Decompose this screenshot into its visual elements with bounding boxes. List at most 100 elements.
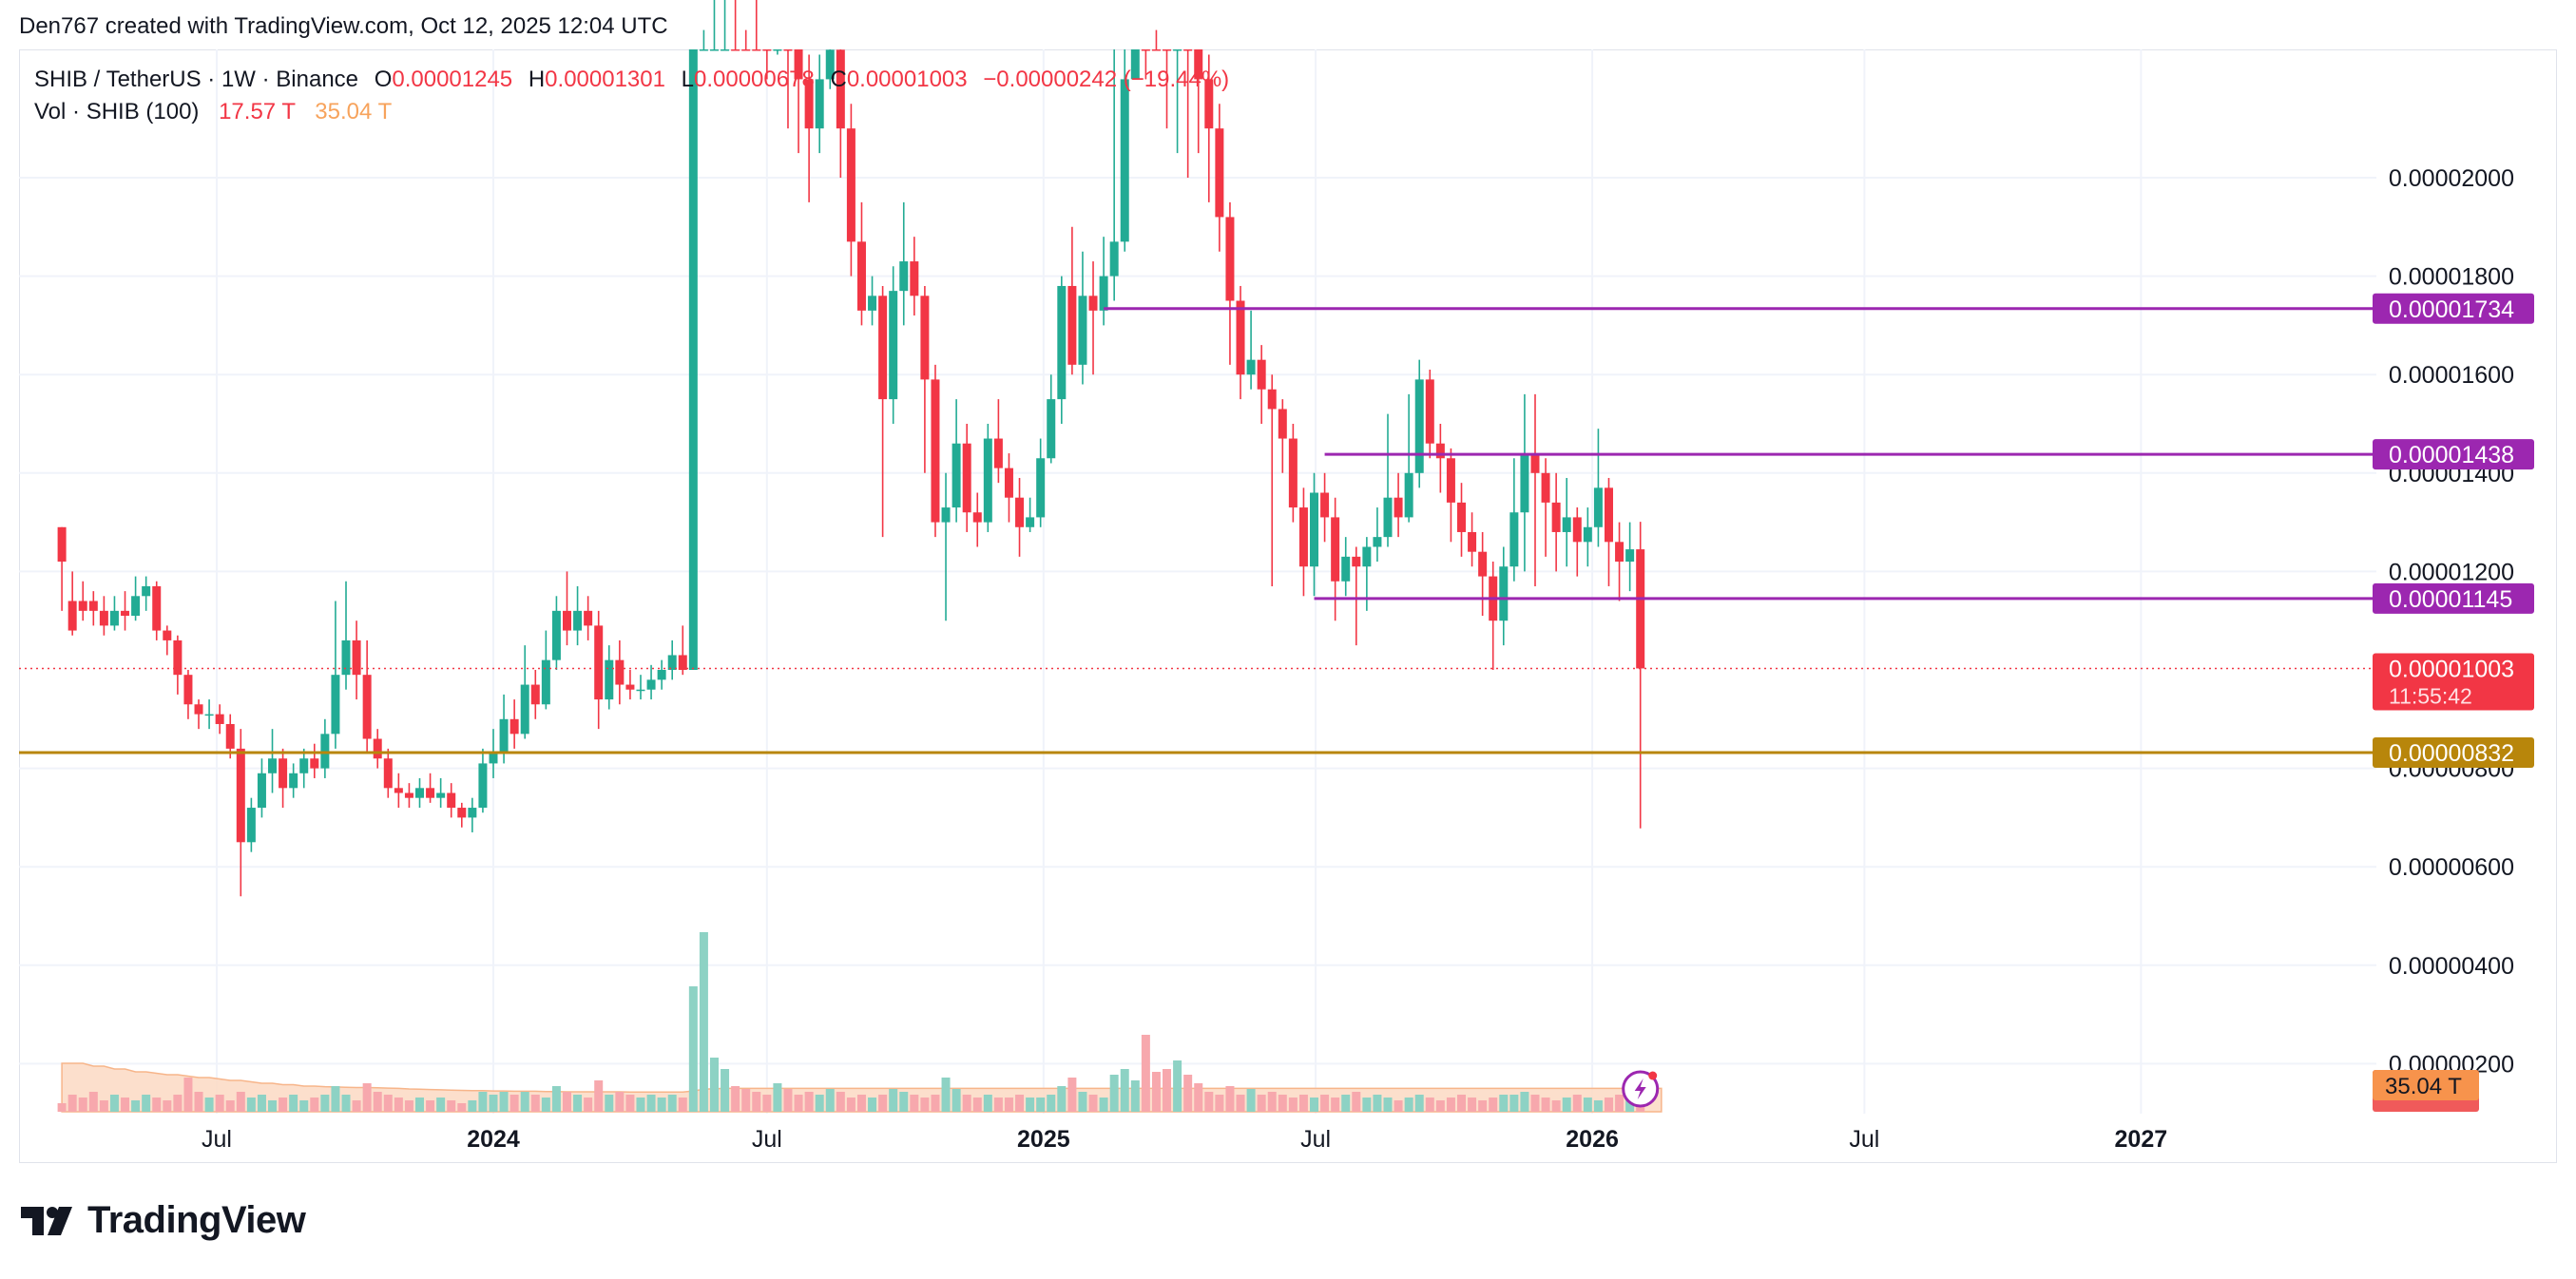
level-badge-bg <box>2373 293 2534 324</box>
volume-bar <box>320 1095 330 1112</box>
candle-body <box>1236 300 1245 375</box>
candle <box>667 640 677 680</box>
volume-bar <box>1246 1089 1256 1112</box>
candle <box>1489 562 1498 670</box>
candle <box>1615 522 1624 601</box>
candle-body <box>1414 379 1424 473</box>
candle <box>1425 370 1434 459</box>
volume-bar <box>478 1092 488 1112</box>
volume-bar <box>1404 1098 1413 1112</box>
candle-body <box>752 49 761 51</box>
candle-body <box>457 808 467 818</box>
candle-body <box>1425 379 1434 444</box>
volume-bar <box>1194 1083 1203 1112</box>
candle-body <box>615 659 625 685</box>
candle-body <box>268 758 278 773</box>
candle <box>721 0 730 51</box>
candle <box>478 748 488 813</box>
volume-bar <box>1225 1086 1235 1112</box>
volume-bar <box>1057 1086 1067 1112</box>
candle-body <box>279 758 288 789</box>
volume-bar <box>1278 1095 1287 1112</box>
candle <box>1530 393 1540 586</box>
candle <box>836 49 845 178</box>
candle <box>530 670 540 719</box>
candle <box>1109 49 1119 301</box>
candle <box>931 364 940 538</box>
high-key: H <box>528 67 546 92</box>
symbol-label[interactable]: SHIB / TetherUS · 1W · Binance <box>34 67 359 92</box>
candle <box>163 625 172 656</box>
volume-bar <box>562 1092 571 1112</box>
volume-bar <box>688 986 698 1112</box>
candle-body <box>1383 497 1393 538</box>
volume-bar <box>584 1098 593 1112</box>
candle-body <box>509 718 519 735</box>
candle-body <box>362 675 372 739</box>
candle <box>1183 49 1193 178</box>
volume-bar <box>952 1089 961 1112</box>
candle-body <box>1163 49 1172 51</box>
candle <box>541 630 550 710</box>
candle <box>878 285 888 538</box>
candle-body <box>836 49 845 129</box>
volume-bar <box>509 1095 519 1112</box>
candle-body <box>436 792 446 798</box>
volume-label[interactable]: Vol · SHIB (100) <box>34 99 200 124</box>
ohlc-legend: SHIB / TetherUS · 1W · Binance O0.000012… <box>34 67 1229 93</box>
candle-body <box>1583 526 1592 543</box>
volume-bar <box>99 1100 108 1112</box>
candle-body <box>383 758 393 789</box>
volume-bar <box>1562 1098 1571 1112</box>
volume-bar <box>1489 1098 1498 1112</box>
volume-bar <box>1468 1098 1477 1112</box>
candle <box>173 635 183 695</box>
chart-frame[interactable] <box>19 49 2557 1163</box>
candle <box>868 276 877 326</box>
volume-bar <box>1047 1095 1056 1112</box>
volume-value: 17.57 T <box>219 99 296 124</box>
candle-body <box>868 296 877 311</box>
volume-bar <box>573 1095 583 1112</box>
candle-body <box>57 526 67 563</box>
volume-bar <box>1520 1092 1529 1112</box>
candle <box>688 49 698 670</box>
volume-bar <box>499 1092 509 1112</box>
volume-bar <box>1530 1095 1540 1112</box>
candle <box>310 743 319 778</box>
candle <box>1120 49 1129 252</box>
volume-bar <box>1615 1095 1624 1112</box>
volume-bar <box>752 1092 761 1112</box>
candle-body <box>584 610 593 626</box>
volume-bar <box>1541 1098 1550 1112</box>
tradingview-logo[interactable]: TradingView <box>21 1199 306 1242</box>
candle-body <box>310 758 319 769</box>
candle <box>594 610 604 730</box>
candle-body <box>1047 399 1056 459</box>
candle-body <box>246 808 256 843</box>
candle-body <box>709 49 719 51</box>
volume-bar <box>1215 1095 1224 1112</box>
volume-bar <box>331 1086 340 1112</box>
volume-bar <box>962 1095 971 1112</box>
candle <box>331 601 340 749</box>
y-tick-label: 0.00001200 <box>2389 559 2514 585</box>
candle-body <box>741 49 751 51</box>
candle <box>1414 359 1424 488</box>
candle-body <box>688 49 698 670</box>
candle <box>426 773 435 803</box>
candle-body <box>1173 49 1182 51</box>
volume-bar <box>530 1095 540 1112</box>
candle <box>1435 424 1445 493</box>
candle <box>520 645 529 739</box>
candle <box>941 472 951 621</box>
y-tick-label: 0.00001600 <box>2389 362 2514 389</box>
volume-ma-badge-bg <box>2373 1070 2479 1100</box>
candle-body <box>678 655 687 670</box>
candle-body <box>142 585 151 597</box>
volume-bar <box>846 1098 855 1112</box>
candle-body <box>804 79 814 129</box>
candle <box>625 670 635 700</box>
volume-bar <box>88 1092 98 1112</box>
